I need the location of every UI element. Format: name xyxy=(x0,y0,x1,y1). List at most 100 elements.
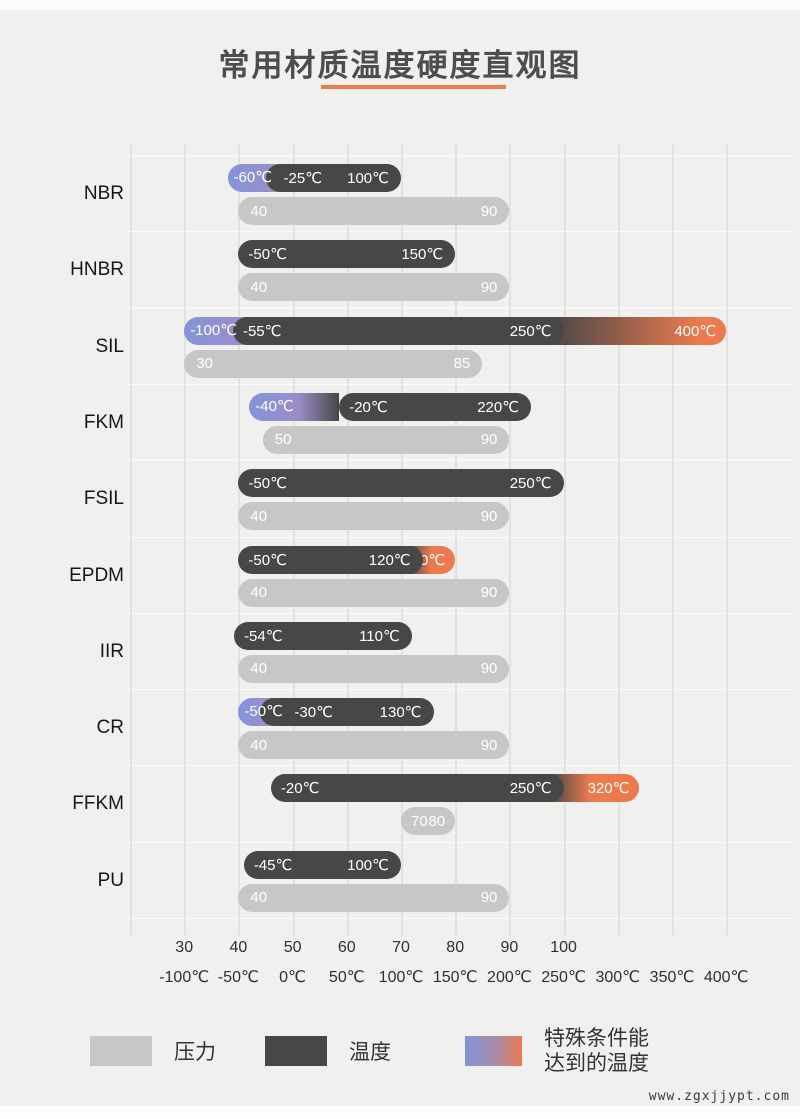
pressure-from-label: 30 xyxy=(196,355,213,373)
pressure-to-label: 80 xyxy=(428,812,446,830)
pressure-bar: 70 80 xyxy=(401,807,456,836)
pressure-bar: 40 90 xyxy=(238,654,510,683)
gridline xyxy=(346,145,349,935)
row-separator xyxy=(128,689,792,691)
legend-label-special: 特殊条件能 达到的温度 xyxy=(544,1027,649,1075)
temperature-bar: -25℃ 100℃ xyxy=(265,164,401,192)
top-strip xyxy=(0,0,800,10)
row-separator xyxy=(128,765,792,767)
temperature-axis-tick: 0℃ xyxy=(279,969,307,986)
legend-item-special: 特殊条件能 达到的温度 xyxy=(465,1027,649,1075)
temperature-axis-tick: 400℃ xyxy=(703,969,749,986)
temp-to-label: 220℃ xyxy=(477,398,520,416)
page-title: 常用材质温度硬度直观图 xyxy=(218,48,582,83)
row-separator xyxy=(128,460,792,462)
temperature-axis-tick: 50℃ xyxy=(328,969,365,986)
temperature-swatch xyxy=(265,1036,327,1066)
special-low-temp-label: -100℃ xyxy=(190,321,238,339)
pressure-bar: 40 90 xyxy=(238,502,510,531)
gridline xyxy=(672,145,674,935)
row-separator xyxy=(128,918,792,919)
material-label: PU xyxy=(97,869,124,891)
temperature-axis-tick: 150℃ xyxy=(432,969,478,986)
temperature-bar: -50℃ 120℃ xyxy=(238,545,423,574)
temp-from-label: -20℃ xyxy=(280,780,320,798)
gridline xyxy=(292,145,295,935)
special-high-temp-label: 320℃ xyxy=(587,780,630,798)
pressure-bar: 40 90 xyxy=(238,197,510,225)
legend-label-temperature: 温度 xyxy=(349,1041,391,1064)
pressure-from-label: 40 xyxy=(250,889,268,907)
hardness-axis-tick: 90 xyxy=(500,939,519,956)
temperature-axis-tick: 100℃ xyxy=(378,969,424,986)
hardness-axis-tick: 50 xyxy=(283,939,302,956)
hardness-axis-tick: 70 xyxy=(392,939,410,956)
pressure-from-label: 50 xyxy=(274,431,292,449)
pressure-from-label: 40 xyxy=(250,736,268,754)
watermark: www.zgxjjypt.com xyxy=(648,1089,790,1104)
gridline xyxy=(401,145,403,935)
temperature-bar: -45℃ 100℃ xyxy=(243,850,401,879)
pressure-from-label: 40 xyxy=(250,202,268,220)
temp-from-label: -25℃ xyxy=(283,170,323,187)
temp-to-label: 250℃ xyxy=(509,475,552,493)
temperature-hardness-chart: NBR -60℃ -25℃ 100℃ 40 90 HNBR -50℃ 150℃ 40 90 SIL -1… xyxy=(69,145,792,986)
temperature-bar: -20℃ 220℃ xyxy=(339,392,532,421)
hardness-axis-tick: 80 xyxy=(446,939,465,956)
pressure-swatch xyxy=(90,1036,152,1066)
pressure-to-label: 85 xyxy=(453,355,471,373)
row-separator xyxy=(128,841,792,843)
temperature-bar: -20℃ 250℃ xyxy=(270,774,564,803)
temperature-bar: -54℃ 110℃ xyxy=(234,621,412,650)
pressure-bar: 40 90 xyxy=(238,731,510,760)
temperature-axis-tick: -50℃ xyxy=(217,969,259,986)
pressure-from-label: 40 xyxy=(250,507,268,525)
pressure-bar: 50 90 xyxy=(262,425,510,454)
hardness-axis-tick: 30 xyxy=(175,939,194,956)
temp-from-label: -55℃ xyxy=(242,322,282,340)
temp-from-label: -50℃ xyxy=(248,551,287,569)
temp-to-label: 120℃ xyxy=(368,551,411,569)
temp-to-label: 250℃ xyxy=(509,322,552,340)
gridline xyxy=(509,145,512,935)
temp-to-label: 110℃ xyxy=(359,627,400,645)
temp-from-label: -50℃ xyxy=(248,246,287,264)
special-high-temp-label: 400℃ xyxy=(674,322,717,340)
material-label: HNBR xyxy=(70,259,124,281)
temp-from-label: -50℃ xyxy=(248,475,287,493)
material-label: FFKM xyxy=(72,793,124,815)
temp-from-label: -45℃ xyxy=(253,856,293,874)
special-high-temp-bar: 400℃ xyxy=(549,316,727,345)
special-low-temp-bar xyxy=(249,392,340,421)
pressure-to-label: 90 xyxy=(480,889,498,907)
pressure-from-label: 40 xyxy=(250,660,268,678)
bottom-strip xyxy=(0,1106,800,1119)
gridline xyxy=(726,145,729,935)
temp-from-label: -54℃ xyxy=(244,627,283,645)
gridline xyxy=(130,145,132,935)
material-label: IIR xyxy=(99,640,124,662)
special-temperature-swatch xyxy=(465,1036,522,1066)
gridline xyxy=(617,145,620,935)
row-separator xyxy=(128,155,792,156)
temperature-axis-tick: 200℃ xyxy=(487,969,532,986)
pressure-from-label: 40 xyxy=(250,584,268,601)
row-separator xyxy=(128,307,792,309)
legend-item-pressure: 压力 xyxy=(90,1036,216,1066)
special-low-temp-label: -50℃ xyxy=(244,703,283,721)
row-separator xyxy=(128,612,792,614)
pressure-bar: 40 90 xyxy=(238,273,510,302)
gridline xyxy=(563,145,566,935)
hardness-axis-tick: 60 xyxy=(337,939,356,956)
temperature-axis-tick: 350℃ xyxy=(649,969,695,986)
pressure-to-label: 90 xyxy=(480,278,498,296)
temperature-bar: -55℃ 250℃ xyxy=(232,316,564,345)
row-separator xyxy=(128,536,792,538)
pressure-to-label: 90 xyxy=(480,736,498,754)
special-low-temp-label: -60℃ xyxy=(233,169,273,186)
material-label: SIL xyxy=(95,335,124,357)
temp-to-label: 100℃ xyxy=(347,856,389,874)
special-high-temp-bar: 320℃ xyxy=(549,774,640,803)
hardness-axis-tick: 100 xyxy=(550,939,577,956)
